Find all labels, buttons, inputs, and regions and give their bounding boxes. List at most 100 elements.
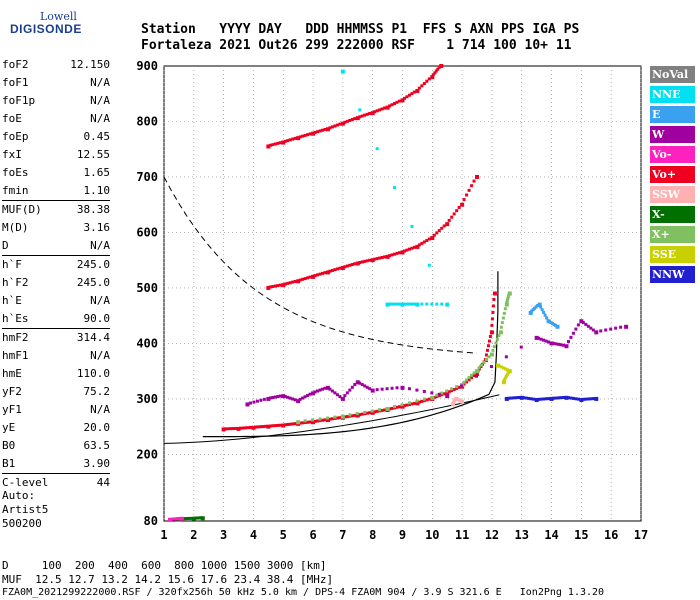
data-point [175,517,179,521]
data-point [434,69,438,73]
param-label: h`E [2,294,22,307]
data-point [283,282,287,286]
data-point [328,387,332,391]
param-row: foF1 N/A [2,74,110,92]
data-point [245,402,250,407]
data-point [427,77,431,81]
data-point [340,69,345,74]
data-point [323,386,327,390]
data-point [378,408,382,412]
data-point [465,193,469,197]
data-point [581,321,585,325]
data-point [261,425,265,429]
data-point [229,427,233,431]
data-point [221,427,226,432]
data-point [370,388,375,393]
data-point [252,400,256,404]
data-point [547,397,551,401]
legend-item: X- [650,206,695,223]
data-point [338,266,342,270]
param-row: foF2 12.150 [2,56,110,74]
data-point [490,317,494,321]
param-value: 245.0 [76,276,110,289]
data-point [554,396,558,400]
param-separator [2,473,110,474]
data-point [189,516,193,520]
data-point [338,122,342,126]
data-point [358,108,362,112]
data-point [358,413,362,417]
data-point [450,389,454,393]
data-point [353,413,357,417]
data-point [542,338,546,342]
data-point [393,302,397,306]
data-point [268,396,272,400]
data-point [422,82,426,86]
data-point [296,399,301,404]
data-point [373,410,377,414]
data-point [425,302,429,306]
data-point [599,329,603,333]
data-point [380,107,384,111]
data-point [283,394,287,398]
data-point [306,420,310,424]
header-line-1: Station YYYY DAY DDD HHMMSS P1 FFS S AXN… [141,22,580,37]
data-point [410,302,414,306]
data-point [552,341,556,345]
data-point [460,384,464,388]
data-point [281,283,286,288]
data-point [455,385,459,389]
data-point [549,341,554,346]
data-point [534,335,539,340]
data-point [503,376,507,380]
data-point [437,229,441,233]
data-point [581,397,585,401]
x-tick-label: 1 [160,528,167,542]
data-point [308,420,312,424]
data-point [576,323,580,327]
data-point [345,119,349,123]
data-point [390,406,394,410]
x-tick-label: 9 [399,528,406,542]
data-point [350,118,354,122]
footer-distance-row: D 100 200 400 600 800 1000 1500 3000 [km… [2,559,327,572]
data-point [539,397,543,401]
data-point [293,279,297,283]
data-point [445,394,450,399]
data-point [400,302,405,307]
param-row: h`Es 90.0 [2,310,110,328]
data-point [291,422,295,426]
data-point [323,127,327,131]
data-point [385,105,390,110]
data-point [301,421,305,425]
data-point [410,224,414,228]
param-value: N/A [90,112,110,125]
data-point [177,516,181,520]
data-point [306,276,310,280]
data-point [276,423,280,427]
data-point [313,130,317,134]
data-point [350,414,354,418]
data-point [420,399,424,403]
data-point [311,391,316,396]
data-point [543,313,547,317]
data-point [505,298,509,302]
data-point [263,424,267,428]
data-point [415,388,419,392]
data-point [407,302,411,306]
data-point [259,398,263,402]
data-point [370,410,375,415]
data-point [436,67,440,71]
data-point [566,340,570,344]
data-point [619,325,623,329]
data-point [226,427,230,431]
data-point [400,98,405,103]
data-point [301,396,305,400]
data-point [502,311,506,315]
data-point [258,425,262,429]
data-point [313,274,317,278]
data-point [398,405,402,409]
legend-item: SSW [650,186,695,203]
data-point [368,387,372,391]
data-point [308,132,312,136]
